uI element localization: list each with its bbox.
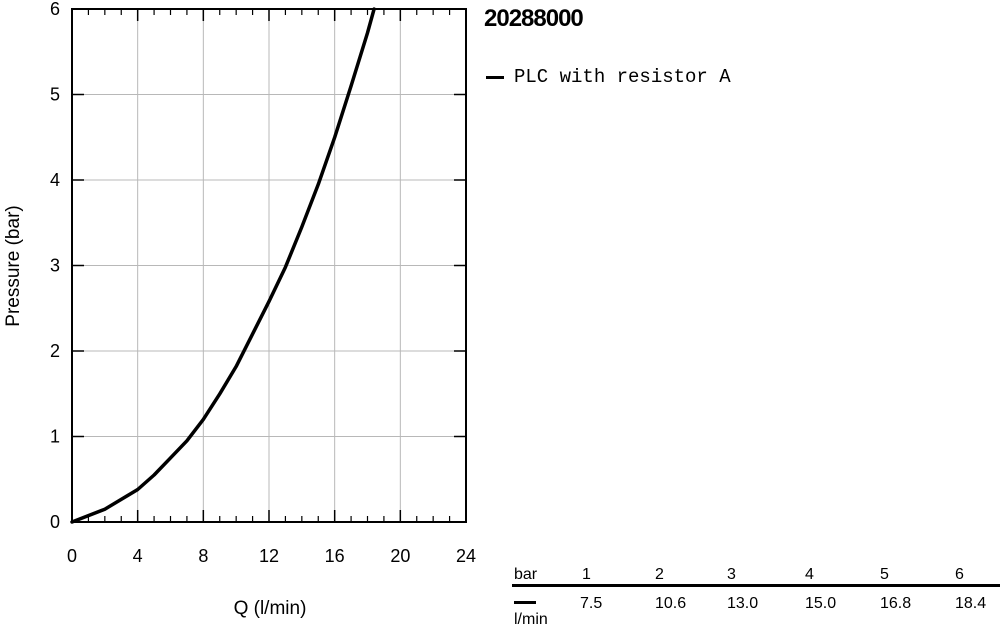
y-axis-label: Pressure (bar) bbox=[3, 205, 24, 326]
y-tick-label: 3 bbox=[50, 256, 60, 276]
x-tick-label: 12 bbox=[259, 546, 279, 566]
table-unit-lmin: l/min bbox=[514, 611, 548, 628]
x-tick-label: 16 bbox=[325, 546, 345, 566]
x-tick-label: 4 bbox=[133, 546, 143, 566]
y-tick-label: 6 bbox=[50, 0, 60, 19]
table-flow-cell: 10.6 bbox=[655, 595, 687, 612]
table-rule bbox=[512, 584, 1000, 587]
y-tick-label: 2 bbox=[50, 341, 60, 361]
legend-entry-label: PLC with resistor A bbox=[514, 66, 731, 88]
y-tick-label: 0 bbox=[50, 512, 60, 532]
x-axis-label: Q (l/min) bbox=[234, 598, 307, 619]
table-pressure-cell: 3 bbox=[727, 566, 736, 583]
x-tick-label: 0 bbox=[67, 546, 77, 566]
table-unit-bar: bar bbox=[514, 566, 538, 583]
table-pressure-cell: 4 bbox=[805, 566, 814, 583]
table-flow-cell: 16.8 bbox=[880, 595, 912, 612]
y-tick-label: 4 bbox=[50, 170, 60, 190]
x-tick-labels: 0 4 8 12 16 20 24 bbox=[67, 546, 476, 566]
pressure-flow-table: bar l/min 1 2 3 4 5 6 7.5 10.6 13.0 15.0… bbox=[512, 565, 1000, 628]
x-tick-label: 24 bbox=[456, 546, 476, 566]
table-pressure-cell: 2 bbox=[655, 566, 664, 583]
y-tick-labels: 0 1 2 3 4 5 6 bbox=[50, 0, 60, 532]
plot-frame bbox=[71, 8, 467, 523]
series-line-plc-with-resistor-a bbox=[70, 7, 376, 524]
table-pressure-cell: 6 bbox=[955, 566, 964, 583]
table-flow-cell: 18.4 bbox=[955, 595, 987, 612]
x-tick-label: 20 bbox=[390, 546, 410, 566]
grid-lines bbox=[72, 9, 466, 522]
table-pressure-cell: 5 bbox=[880, 566, 889, 583]
table-pressure-cell: 1 bbox=[582, 566, 591, 583]
y-tick-label: 5 bbox=[50, 85, 60, 105]
table-flow-cell: 15.0 bbox=[805, 595, 837, 612]
chart-title: 20288000 bbox=[484, 5, 584, 32]
x-tick-label: 8 bbox=[198, 546, 208, 566]
table-flow-cell: 13.0 bbox=[727, 595, 759, 612]
table-line-swatch bbox=[514, 601, 536, 604]
y-tick-label: 1 bbox=[50, 427, 60, 447]
table-flow-cell: 7.5 bbox=[580, 595, 603, 612]
legend: PLC with resistor A bbox=[486, 66, 731, 88]
legend-swatch bbox=[486, 75, 504, 79]
